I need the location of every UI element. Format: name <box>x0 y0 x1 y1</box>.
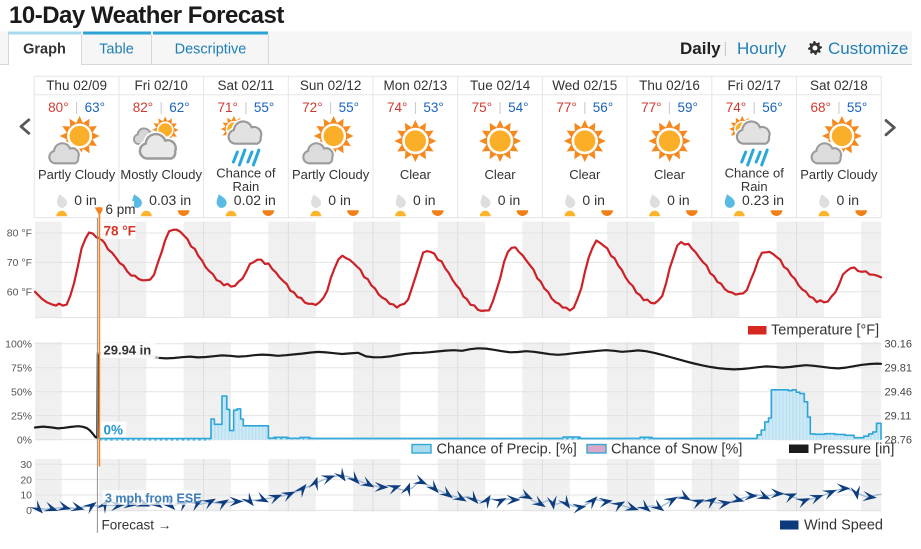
svg-text:0 in: 0 in <box>328 192 351 208</box>
svg-text:0 in: 0 in <box>837 192 860 208</box>
svg-text:|: | <box>244 100 247 115</box>
svg-text:Wed 02/15: Wed 02/15 <box>552 78 617 93</box>
svg-text:Table: Table <box>99 42 134 58</box>
svg-text:|: | <box>724 40 728 57</box>
svg-text:25%: 25% <box>11 410 32 422</box>
svg-text:Tue 02/14: Tue 02/14 <box>470 78 531 93</box>
svg-text:Hourly: Hourly <box>737 39 787 58</box>
svg-text:Chance of Snow [%]: Chance of Snow [%] <box>611 442 742 458</box>
svg-text:Mon 02/13: Mon 02/13 <box>384 78 448 93</box>
svg-text:0 in: 0 in <box>582 192 605 208</box>
svg-text:Clear: Clear <box>654 167 686 182</box>
svg-text:Sun 02/12: Sun 02/12 <box>300 78 362 93</box>
svg-text:Pressure [in]: Pressure [in] <box>813 442 894 458</box>
svg-text:Customize: Customize <box>828 39 908 58</box>
svg-text:0: 0 <box>26 505 32 517</box>
svg-text:0%: 0% <box>104 422 124 437</box>
svg-text:Wind Speed: Wind Speed <box>804 518 883 534</box>
svg-text:77°: 77° <box>641 100 661 115</box>
svg-text:Thu 02/16: Thu 02/16 <box>639 78 700 93</box>
svg-text:Sat 02/18: Sat 02/18 <box>810 78 868 93</box>
svg-text:Fri 02/10: Fri 02/10 <box>135 78 188 93</box>
svg-text:|: | <box>583 100 586 115</box>
svg-text:Partly Cloudy: Partly Cloudy <box>800 167 878 182</box>
svg-text:55°: 55° <box>847 100 867 115</box>
svg-text:53°: 53° <box>423 100 443 115</box>
svg-text:|: | <box>668 100 671 115</box>
svg-text:50%: 50% <box>11 386 32 398</box>
svg-text:78 °F: 78 °F <box>104 224 136 239</box>
svg-text:0.03 in: 0.03 in <box>149 192 191 208</box>
svg-text:20: 20 <box>20 474 32 486</box>
svg-text:0 in: 0 in <box>498 192 521 208</box>
svg-text:75%: 75% <box>11 362 32 374</box>
svg-text:Partly Cloudy: Partly Cloudy <box>38 167 116 182</box>
svg-text:0.23 in: 0.23 in <box>742 192 784 208</box>
svg-text:72°: 72° <box>302 100 322 115</box>
svg-text:0 in: 0 in <box>74 192 97 208</box>
svg-text:|: | <box>498 100 501 115</box>
svg-text:55°: 55° <box>254 100 274 115</box>
svg-text:55°: 55° <box>339 100 359 115</box>
svg-text:Mostly Cloudy: Mostly Cloudy <box>120 167 202 182</box>
svg-text:Sat 02/11: Sat 02/11 <box>218 78 275 93</box>
svg-text:Clear: Clear <box>485 167 517 182</box>
svg-text:Clear: Clear <box>569 167 601 182</box>
svg-text:62°: 62° <box>169 100 189 115</box>
svg-text:77°: 77° <box>556 100 576 115</box>
svg-text:Partly Cloudy: Partly Cloudy <box>292 167 370 182</box>
svg-text:|: | <box>75 100 78 115</box>
svg-text:70 °F: 70 °F <box>7 257 32 269</box>
svg-text:56°: 56° <box>593 100 613 115</box>
svg-text:3 mph from ESE: 3 mph from ESE <box>105 492 202 506</box>
svg-text:100%: 100% <box>5 339 32 351</box>
svg-text:Chance of: Chance of <box>216 165 276 180</box>
svg-text:0.02 in: 0.02 in <box>234 192 276 208</box>
svg-text:|: | <box>329 100 332 115</box>
svg-text:71°: 71° <box>217 100 237 115</box>
svg-text:63°: 63° <box>85 100 105 115</box>
svg-text:29.94 in: 29.94 in <box>104 343 152 358</box>
svg-text:28.76: 28.76 <box>885 434 913 446</box>
svg-text:|: | <box>414 100 417 115</box>
svg-text:10: 10 <box>20 490 32 502</box>
svg-text:Rain: Rain <box>233 179 260 194</box>
svg-text:68°: 68° <box>810 100 830 115</box>
svg-text:82°: 82° <box>133 100 153 115</box>
svg-text:0 in: 0 in <box>667 192 690 208</box>
svg-text:80°: 80° <box>48 100 68 115</box>
svg-text:56°: 56° <box>762 100 782 115</box>
svg-text:29.11: 29.11 <box>885 410 912 422</box>
svg-text:54°: 54° <box>508 100 528 115</box>
svg-text:74°: 74° <box>387 100 407 115</box>
svg-text:Daily: Daily <box>680 39 721 58</box>
svg-text:60 °F: 60 °F <box>7 287 32 299</box>
svg-text:30.16: 30.16 <box>885 339 913 351</box>
svg-text:|: | <box>160 100 163 115</box>
svg-text:74°: 74° <box>726 100 746 115</box>
svg-text:|: | <box>753 100 756 115</box>
svg-text:Clear: Clear <box>400 167 432 182</box>
svg-text:|: | <box>837 100 840 115</box>
svg-text:Fri 02/17: Fri 02/17 <box>728 78 781 93</box>
svg-text:29.46: 29.46 <box>885 386 913 398</box>
svg-text:Graph: Graph <box>23 42 66 58</box>
svg-text:75°: 75° <box>472 100 492 115</box>
svg-text:Chance of: Chance of <box>725 165 785 180</box>
svg-text:6 pm: 6 pm <box>106 202 136 217</box>
svg-text:30: 30 <box>20 459 32 471</box>
svg-text:Forecast →: Forecast → <box>102 518 172 533</box>
svg-text:59°: 59° <box>678 100 698 115</box>
svg-text:Rain: Rain <box>741 179 768 194</box>
svg-text:Temperature [°F]: Temperature [°F] <box>771 323 879 339</box>
svg-text:Thu 02/09: Thu 02/09 <box>46 78 107 93</box>
svg-text:0 in: 0 in <box>413 192 436 208</box>
svg-text:Descriptive: Descriptive <box>175 42 247 58</box>
svg-text:29.81: 29.81 <box>885 362 913 374</box>
svg-text:10-Day Weather Forecast: 10-Day Weather Forecast <box>9 2 284 29</box>
svg-text:0%: 0% <box>17 434 32 446</box>
svg-text:80 °F: 80 °F <box>7 228 32 240</box>
svg-text:Chance of Precip. [%]: Chance of Precip. [%] <box>437 442 577 458</box>
